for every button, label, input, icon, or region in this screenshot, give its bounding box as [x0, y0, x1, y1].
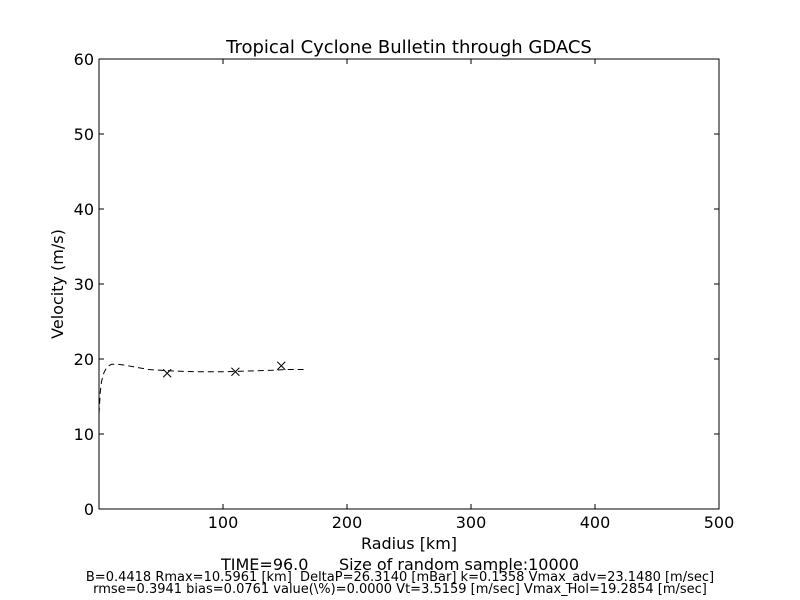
fit-statistics-line: rmse=0.3941 bias=0.0761 value(\%)=0.0000…: [93, 582, 707, 597]
y-tick-label: 0: [84, 500, 94, 519]
y-tick-label: 50: [74, 125, 94, 144]
x-tick-label: 500: [704, 513, 735, 532]
x-tick-label: 300: [456, 513, 487, 532]
y-tick-label: 30: [74, 275, 94, 294]
chart-title: Tropical Cyclone Bulletin through GDACS: [225, 37, 592, 58]
observation-marker: [231, 367, 240, 377]
time-sample-line: TIME=96.0 Size of random sample:10000: [221, 555, 579, 574]
fit-parameters-line: B=0.4418 Rmax=10.5961 [km] DeltaP=26.314…: [85, 570, 715, 585]
x-tick-label: 200: [332, 513, 363, 532]
y-tick-label: 20: [74, 350, 94, 369]
y-tick-label: 60: [74, 50, 94, 69]
y-tick-label: 10: [74, 425, 94, 444]
y-tick-label: 40: [74, 200, 94, 219]
x-axis-label: Radius [km]: [361, 534, 457, 553]
velocity-profile-line: [98, 363, 304, 414]
y-axis-label: Velocity (m/s): [48, 229, 67, 339]
plot-frame: [98, 58, 720, 510]
x-tick-label: 400: [580, 513, 611, 532]
observation-marker: [162, 368, 172, 378]
plot-area: 100 200 300 400 500 0 10 20 30 40 50 60: [74, 50, 735, 532]
x-tick-label: 100: [208, 513, 239, 532]
observation-marker: [276, 361, 286, 371]
